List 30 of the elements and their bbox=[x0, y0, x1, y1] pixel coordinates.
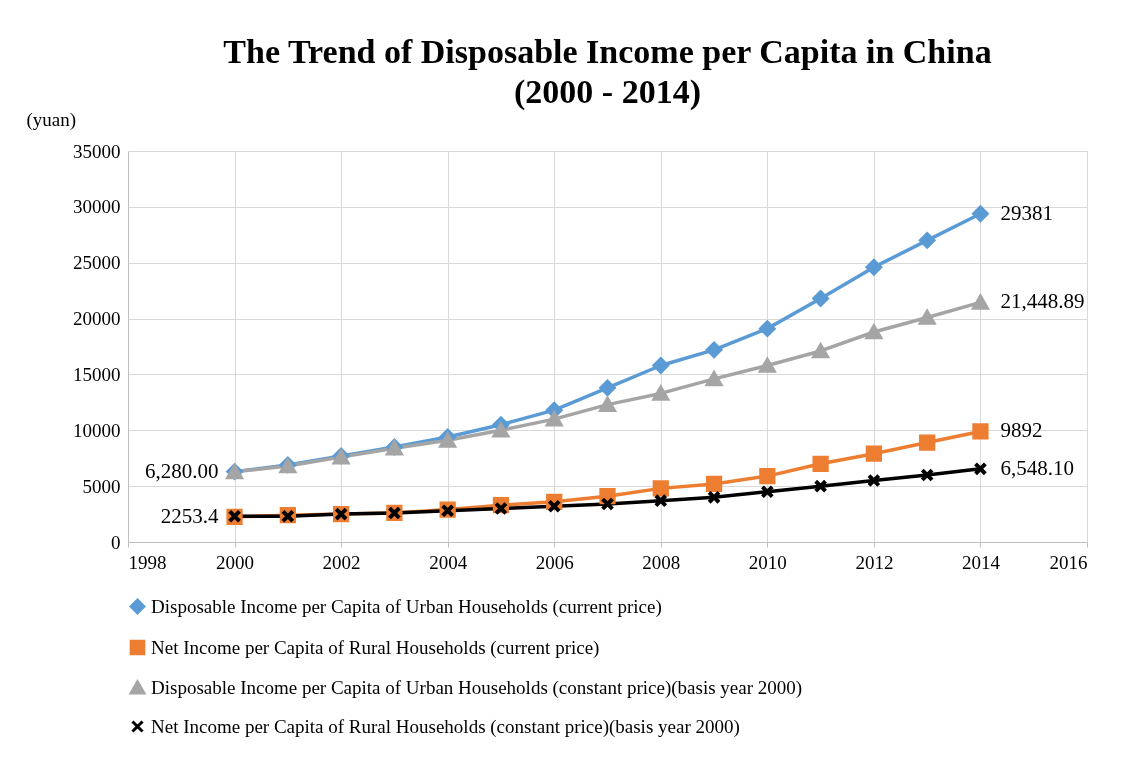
legend-label: Net Income per Capita of Rural Households (constant price)(basis year 2000) bbox=[151, 715, 740, 738]
y-tick-label: 35000 bbox=[73, 140, 121, 162]
x-tick-label: 2012 bbox=[855, 551, 894, 573]
x-tick-label: 2006 bbox=[535, 551, 574, 573]
legend-label: Disposable Income per Capita of Urban Households (constant price)(basis year 2000) bbox=[151, 676, 803, 699]
y-tick-label: 15000 bbox=[73, 363, 121, 385]
y-tick-label: 20000 bbox=[73, 308, 121, 330]
x-tick-label: 2014 bbox=[961, 551, 1001, 573]
data-label: 9892 bbox=[1000, 418, 1043, 443]
data-label: 6,280.00 bbox=[145, 458, 219, 483]
y-tick-label: 25000 bbox=[73, 252, 121, 274]
x-tick-label: 2010 bbox=[748, 551, 787, 573]
x-tick-label: 2016 bbox=[1049, 551, 1088, 573]
y-tick-label: 5000 bbox=[82, 475, 121, 497]
chart-title: The Trend of Disposable Income per Capita in China (2000 - 2014) bbox=[223, 33, 992, 111]
data-label: 2253.4 bbox=[160, 503, 220, 528]
data-label: 29381 bbox=[1000, 200, 1053, 225]
y-tick-label: 30000 bbox=[73, 196, 121, 218]
x-tick-label: 2004 bbox=[429, 551, 468, 573]
y-tick-label: 10000 bbox=[73, 419, 121, 441]
data-label: 21,448.89 bbox=[1000, 289, 1085, 314]
legend-label: Disposable Income per Capita of Urban Households (current price) bbox=[151, 595, 662, 618]
y-axis-title: (yuan) bbox=[26, 108, 77, 131]
x-tick-label: 2008 bbox=[642, 551, 681, 573]
legend-label: Net Income per Capita of Rural Households (current price) bbox=[151, 636, 600, 659]
data-label: 6,548.10 bbox=[1000, 455, 1074, 480]
x-tick-label: 2002 bbox=[322, 551, 361, 573]
x-tick-label: 2000 bbox=[216, 551, 255, 573]
y-tick-label: 0 bbox=[111, 531, 121, 553]
x-tick-label: 1998 bbox=[128, 551, 167, 573]
